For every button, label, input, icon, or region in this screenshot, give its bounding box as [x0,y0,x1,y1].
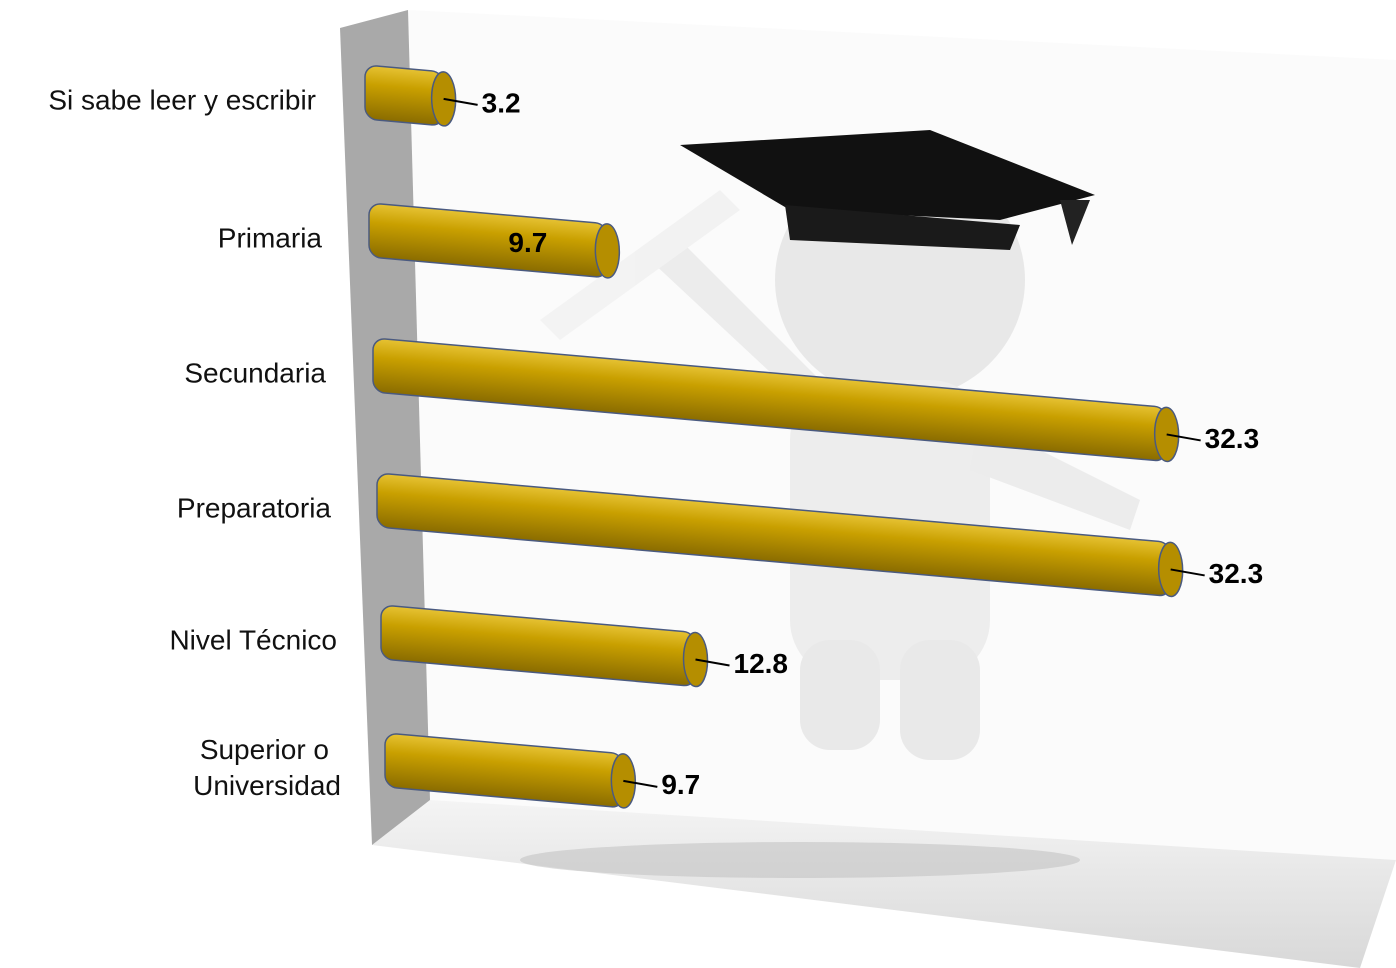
leader-line [623,779,658,788]
category-label: Preparatoria [177,492,332,523]
value-label: 3.2 [482,87,521,118]
category-label: Secundaria [184,357,326,388]
leader-line [1170,568,1205,577]
bar-group [364,65,457,127]
value-label: 9.7 [508,227,547,258]
floor-shadow [520,842,1080,878]
bar-group [368,203,621,279]
category-label: Primaria [218,222,323,253]
value-label: 12.8 [734,648,789,679]
tassel [1060,200,1090,245]
category-label: Nivel Técnico [169,624,337,655]
mortarboard-band [785,205,1020,250]
bar-cap [430,71,457,127]
category-label: Si sabe leer y escribir [48,84,316,115]
leader-line [1166,433,1201,442]
value-label: 32.3 [1209,558,1264,589]
category-line: Superior o [200,734,329,765]
leader-line [443,97,478,106]
category-line: Universidad [193,770,341,801]
mortarboard [680,130,1095,220]
leader-line [695,658,730,667]
value-label: 32.3 [1205,423,1260,454]
value-label: 9.7 [661,769,700,800]
category-label: Superior o Universidad [193,734,341,801]
floor-panel [372,800,1396,968]
bar-cap [594,223,621,279]
